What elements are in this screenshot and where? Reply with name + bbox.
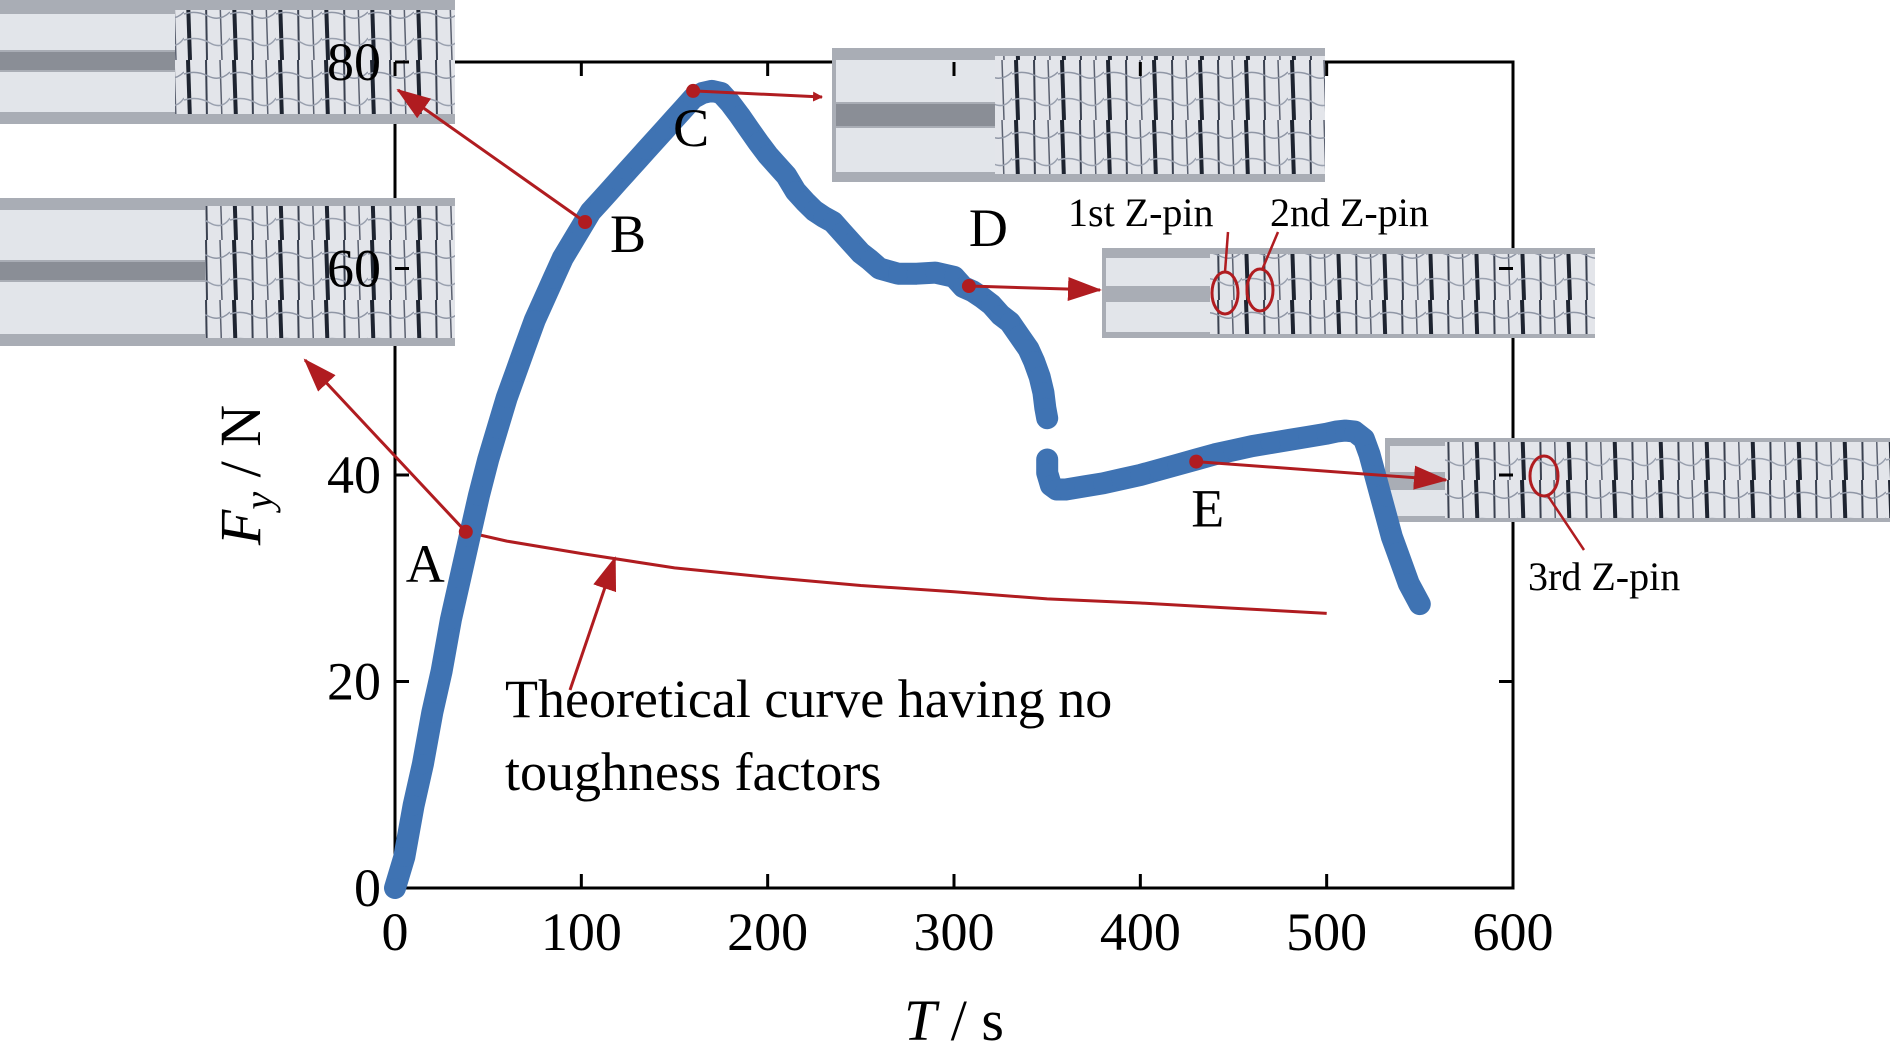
data-point <box>1204 444 1225 465</box>
y-tick-label: 60 <box>327 239 381 299</box>
data-point <box>562 232 583 253</box>
data-point <box>1370 485 1391 506</box>
data-point <box>1376 506 1397 527</box>
data-point <box>440 609 461 630</box>
point-marker-a <box>458 524 473 539</box>
callout-arrow-c <box>693 89 823 102</box>
x-tick-label: 300 <box>914 902 995 962</box>
point-marker-e <box>1189 454 1204 469</box>
callout-arrow-a <box>303 358 467 533</box>
data-point <box>487 418 508 439</box>
data-point <box>524 310 545 331</box>
data-point <box>385 878 405 898</box>
data-point <box>468 485 489 506</box>
data-point <box>925 262 946 283</box>
callout-arrow-d <box>968 277 1102 302</box>
data-point <box>1359 444 1380 465</box>
data-point <box>1148 459 1169 480</box>
x-tick-label: 200 <box>727 902 808 962</box>
zpin-3-label: 3rd Z-pin <box>1528 554 1680 599</box>
data-point <box>888 263 909 284</box>
specimen-image-a <box>0 198 455 346</box>
theory-annotation-line1: Theoretical curve having no <box>505 669 1112 729</box>
data-point <box>496 387 517 408</box>
data-point <box>515 335 536 356</box>
y-tick-label: 0 <box>354 858 381 918</box>
theory-annotation-line2: toughness factors <box>505 742 881 802</box>
y-axis-title: Fy / N <box>208 405 281 546</box>
data-point <box>450 568 471 589</box>
point-marker-c <box>686 83 701 98</box>
data-point <box>1130 465 1151 485</box>
data-point <box>1260 432 1281 453</box>
data-point <box>1223 440 1244 461</box>
point-marker-d <box>961 279 976 294</box>
specimen-image-c <box>832 48 1325 182</box>
zpin-2-marker <box>1245 267 1275 313</box>
data-point <box>403 795 424 816</box>
data-point <box>1353 428 1374 449</box>
data-point <box>506 361 527 382</box>
data-point <box>869 258 890 279</box>
data-point <box>1037 408 1058 429</box>
data-point <box>906 263 927 284</box>
callout-arrow-e <box>1196 460 1448 490</box>
data-point <box>1387 542 1408 563</box>
point-label-c: C <box>673 98 709 158</box>
data-point <box>478 449 499 470</box>
point-label-b: B <box>610 204 646 264</box>
zpin-1-label: 1st Z-pin <box>1068 190 1214 235</box>
x-tick-label: 400 <box>1100 902 1181 962</box>
data-point <box>1393 557 1414 578</box>
point-marker-b <box>578 215 593 230</box>
data-point <box>534 289 555 310</box>
data-point <box>412 754 433 775</box>
data-point <box>1242 436 1263 457</box>
x-tick-label: 600 <box>1473 902 1554 962</box>
data-point <box>776 165 797 186</box>
data-point <box>1029 366 1050 387</box>
y-tick-label: 80 <box>327 32 381 92</box>
annotation-arrows <box>303 88 1448 691</box>
callout-arrow-b <box>396 88 586 224</box>
specimen-image-b <box>0 0 455 124</box>
zpin-3-marker <box>1528 454 1560 498</box>
data-point <box>552 248 573 269</box>
data-point <box>1093 473 1114 494</box>
zpin-1-leader <box>1223 231 1230 273</box>
data-point <box>1074 476 1095 497</box>
y-tick-label: 20 <box>327 652 381 712</box>
x-tick-label: 500 <box>1286 902 1367 962</box>
point-label-d: D <box>969 198 1008 258</box>
data-point <box>1024 351 1045 372</box>
axis-tick-labels: 0 100 200 300 400 500 600 0 20 40 60 80 <box>327 32 1554 962</box>
zpin-2-label: 2nd Z-pin <box>1270 190 1429 235</box>
data-point <box>543 268 564 289</box>
specimen-image-e <box>1385 438 1890 522</box>
data-point <box>1167 454 1188 475</box>
y-tick-label: 40 <box>327 445 381 505</box>
point-label-e: E <box>1191 479 1224 539</box>
data-point <box>422 702 443 723</box>
specimen-image-d <box>1102 248 1595 338</box>
data-point <box>431 661 452 682</box>
data-point <box>1381 526 1402 547</box>
data-point <box>1409 594 1430 615</box>
x-axis-title: T / s <box>904 988 1004 1045</box>
labeled-points: A BC D E <box>406 83 1224 594</box>
x-tick-label: 0 <box>382 902 409 962</box>
data-point <box>1298 426 1319 447</box>
data-point <box>1279 429 1300 450</box>
zpin-3-leader <box>1546 495 1586 551</box>
point-label-a: A <box>406 534 445 594</box>
theory-callout-arrow <box>568 556 617 691</box>
data-point <box>1111 469 1132 490</box>
data-point <box>394 847 415 868</box>
x-tick-label: 100 <box>541 902 622 962</box>
zpin-2-leader <box>1260 231 1280 271</box>
data-point <box>1055 479 1076 500</box>
data-point <box>1033 382 1054 403</box>
